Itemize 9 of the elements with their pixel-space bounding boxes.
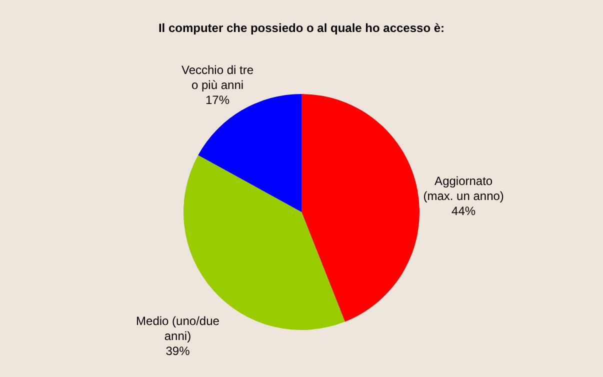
pie-slice	[302, 94, 420, 322]
data-label: 17%	[205, 92, 230, 107]
pie-slice	[198, 94, 302, 212]
chart-title: Il computer che possiedo o al quale ho accesso è:	[158, 21, 445, 35]
slice-label: Vecchio di tre o più anni	[181, 62, 254, 92]
data-label: 44%	[452, 204, 476, 218]
data-label: 39%	[166, 344, 190, 358]
slice-label: Aggiornato (max. un anno)	[423, 174, 504, 204]
slice-label: Medio (uno/due anni)	[136, 314, 220, 344]
